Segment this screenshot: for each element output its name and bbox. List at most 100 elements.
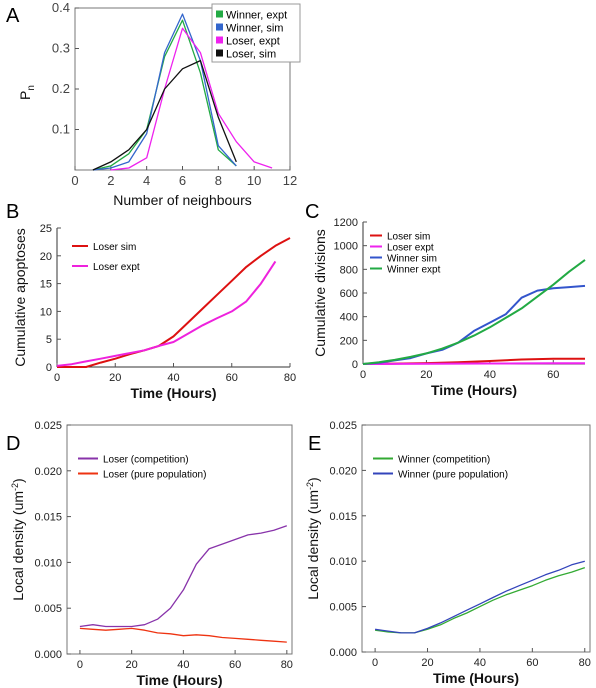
- legend-swatch: [216, 10, 223, 18]
- x-tick-label: 40: [177, 659, 189, 671]
- legend-label: Loser expt: [387, 243, 434, 254]
- x-tick-label: 0: [54, 372, 60, 384]
- panel-d: D 0 20 40 60 80 0.000 0.005 0.010 0.015 0.020 0.025…: [6, 420, 293, 688]
- y-axis-label: Local density (um-2): [305, 477, 321, 599]
- x-tick-label: 12: [283, 173, 297, 188]
- y-axis-label-sup: -2: [10, 483, 20, 491]
- legend: Loser (competition) Loser (pure populatio…: [78, 455, 206, 481]
- legend: Loser sim Loser expt: [72, 242, 140, 273]
- x-tick-label: 4: [143, 173, 150, 188]
- y-tick-label: 0.025: [329, 420, 357, 432]
- y-axis-label: Cumulative divisions: [312, 229, 328, 357]
- panel-b: B 0 20 40 60 80 0 5 10 15 20 25 Time (Hours) Cumulati…: [6, 201, 296, 401]
- y-axis-label: Local density (um-2): [10, 478, 26, 600]
- legend-swatch: [216, 23, 223, 31]
- legend-label: Winner (competition): [398, 455, 490, 466]
- y-tick-label: 0.005: [34, 603, 62, 615]
- series-line-loser-competition-: [79, 525, 288, 628]
- series-line-winner-sim: [92, 13, 237, 171]
- y-tick-label: 1200: [334, 217, 358, 229]
- legend-label: Winner, sim: [226, 23, 283, 35]
- panel-letter: C: [305, 201, 319, 223]
- legend-label: Winner, expt: [226, 10, 287, 22]
- y-tick-label: 0.000: [34, 649, 62, 661]
- x-tick-label: 40: [474, 657, 486, 669]
- y-tick-label: 0.015: [34, 512, 62, 524]
- panel-a: A 0 2 4 6 8 10 12 0.1 0.2 0.3 0.4 Number of neighbou…: [6, 0, 301, 208]
- y-tick-label: 10: [40, 306, 52, 318]
- x-tick-label: 0: [77, 659, 83, 671]
- legend-box: [211, 3, 301, 63]
- y-tick-label: 0.1: [52, 122, 70, 137]
- y-tick-label: 0.2: [52, 81, 70, 96]
- y-tick-label: 0.3: [52, 41, 70, 56]
- legend-label: Winner sim: [387, 254, 437, 265]
- x-tick-label: 60: [226, 372, 238, 384]
- panel-letter: A: [6, 5, 20, 27]
- panel-letter: E: [308, 433, 321, 455]
- y-tick-label: 0.020: [329, 465, 357, 477]
- y-tick-label: 0.020: [34, 466, 62, 478]
- y-tick-label: 0.010: [329, 556, 357, 568]
- y-axis-label-end: ): [305, 477, 321, 482]
- legend-label: Loser (competition): [103, 455, 189, 466]
- y-tick-label: 25: [40, 223, 52, 235]
- series-line-winner-competition-: [375, 566, 586, 634]
- y-axis-label-end: ): [10, 478, 26, 483]
- x-tick-label: 8: [215, 173, 222, 188]
- y-tick-label: 200: [340, 335, 358, 347]
- y-tick-label: 0.025: [34, 420, 62, 432]
- x-tick-label: 10: [247, 173, 261, 188]
- panel-letter: B: [6, 201, 19, 223]
- x-tick-label: 0: [360, 369, 366, 381]
- x-tick-label: 80: [579, 657, 591, 669]
- x-tick-label: 6: [179, 173, 186, 188]
- x-tick-label: 20: [420, 369, 432, 381]
- legend-label: Loser, expt: [226, 36, 280, 48]
- legend-label: Loser expt: [93, 262, 140, 273]
- panel-letter: D: [6, 433, 20, 455]
- series-line-loser-sim: [92, 59, 237, 171]
- legend-label: Winner (pure population): [398, 470, 508, 481]
- legend-label: Winner expt: [387, 265, 441, 276]
- x-tick-label: 0: [71, 173, 78, 188]
- x-tick-label: 0: [372, 657, 378, 669]
- y-axis-label-sup: -2: [305, 482, 315, 490]
- series-line-loser-expt: [362, 362, 586, 365]
- x-axis-label: Time (Hours): [130, 385, 216, 401]
- legend-swatch: [216, 49, 223, 57]
- legend-label: Loser, sim: [226, 49, 276, 61]
- legend-label: Loser (pure population): [103, 470, 206, 481]
- y-tick-label: 15: [40, 279, 52, 291]
- x-tick-label: 60: [229, 659, 241, 671]
- x-tick-label: 20: [126, 659, 138, 671]
- legend-label: Loser sim: [387, 232, 430, 243]
- x-tick-label: 60: [547, 369, 559, 381]
- y-tick-label: 0.005: [329, 602, 357, 614]
- series-line-loser-expt: [56, 260, 277, 367]
- y-tick-label: 400: [340, 312, 358, 324]
- x-tick-label: 40: [484, 369, 496, 381]
- plot-frame: [361, 424, 591, 653]
- x-axis-label: Time (Hours): [136, 672, 222, 688]
- y-tick-label: 800: [340, 264, 358, 276]
- x-tick-label: 2: [107, 173, 114, 188]
- x-tick-label: 80: [281, 659, 293, 671]
- y-tick-label: 0: [352, 359, 358, 371]
- y-tick-label: 0: [46, 362, 52, 374]
- x-tick-label: 40: [167, 372, 179, 384]
- series-line-loser-expt: [110, 27, 273, 171]
- x-axis-label: Time (Hours): [431, 382, 517, 398]
- plot-frame: [66, 424, 293, 655]
- x-tick-label: 80: [284, 372, 296, 384]
- legend-swatch: [216, 36, 223, 44]
- x-tick-label: 20: [109, 372, 121, 384]
- y-tick-label: 0.000: [329, 647, 357, 659]
- series-line-winner-sim: [362, 284, 586, 365]
- y-tick-label: 0.4: [52, 0, 70, 15]
- series-line-winner-expt: [92, 19, 237, 171]
